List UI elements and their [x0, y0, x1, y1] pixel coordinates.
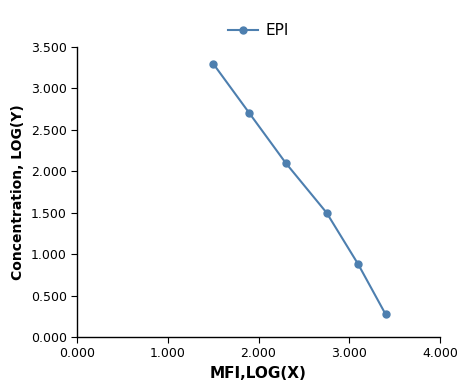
EPI	[283, 161, 288, 165]
EPI	[356, 262, 361, 267]
Y-axis label: Concentration, LOG(Y): Concentration, LOG(Y)	[11, 104, 25, 280]
EPI	[247, 111, 252, 116]
X-axis label: MFI,LOG(X): MFI,LOG(X)	[210, 366, 307, 381]
EPI	[324, 211, 329, 215]
Line: EPI: EPI	[210, 60, 389, 318]
EPI	[210, 61, 216, 66]
Legend: EPI: EPI	[222, 17, 295, 44]
EPI	[383, 312, 388, 316]
